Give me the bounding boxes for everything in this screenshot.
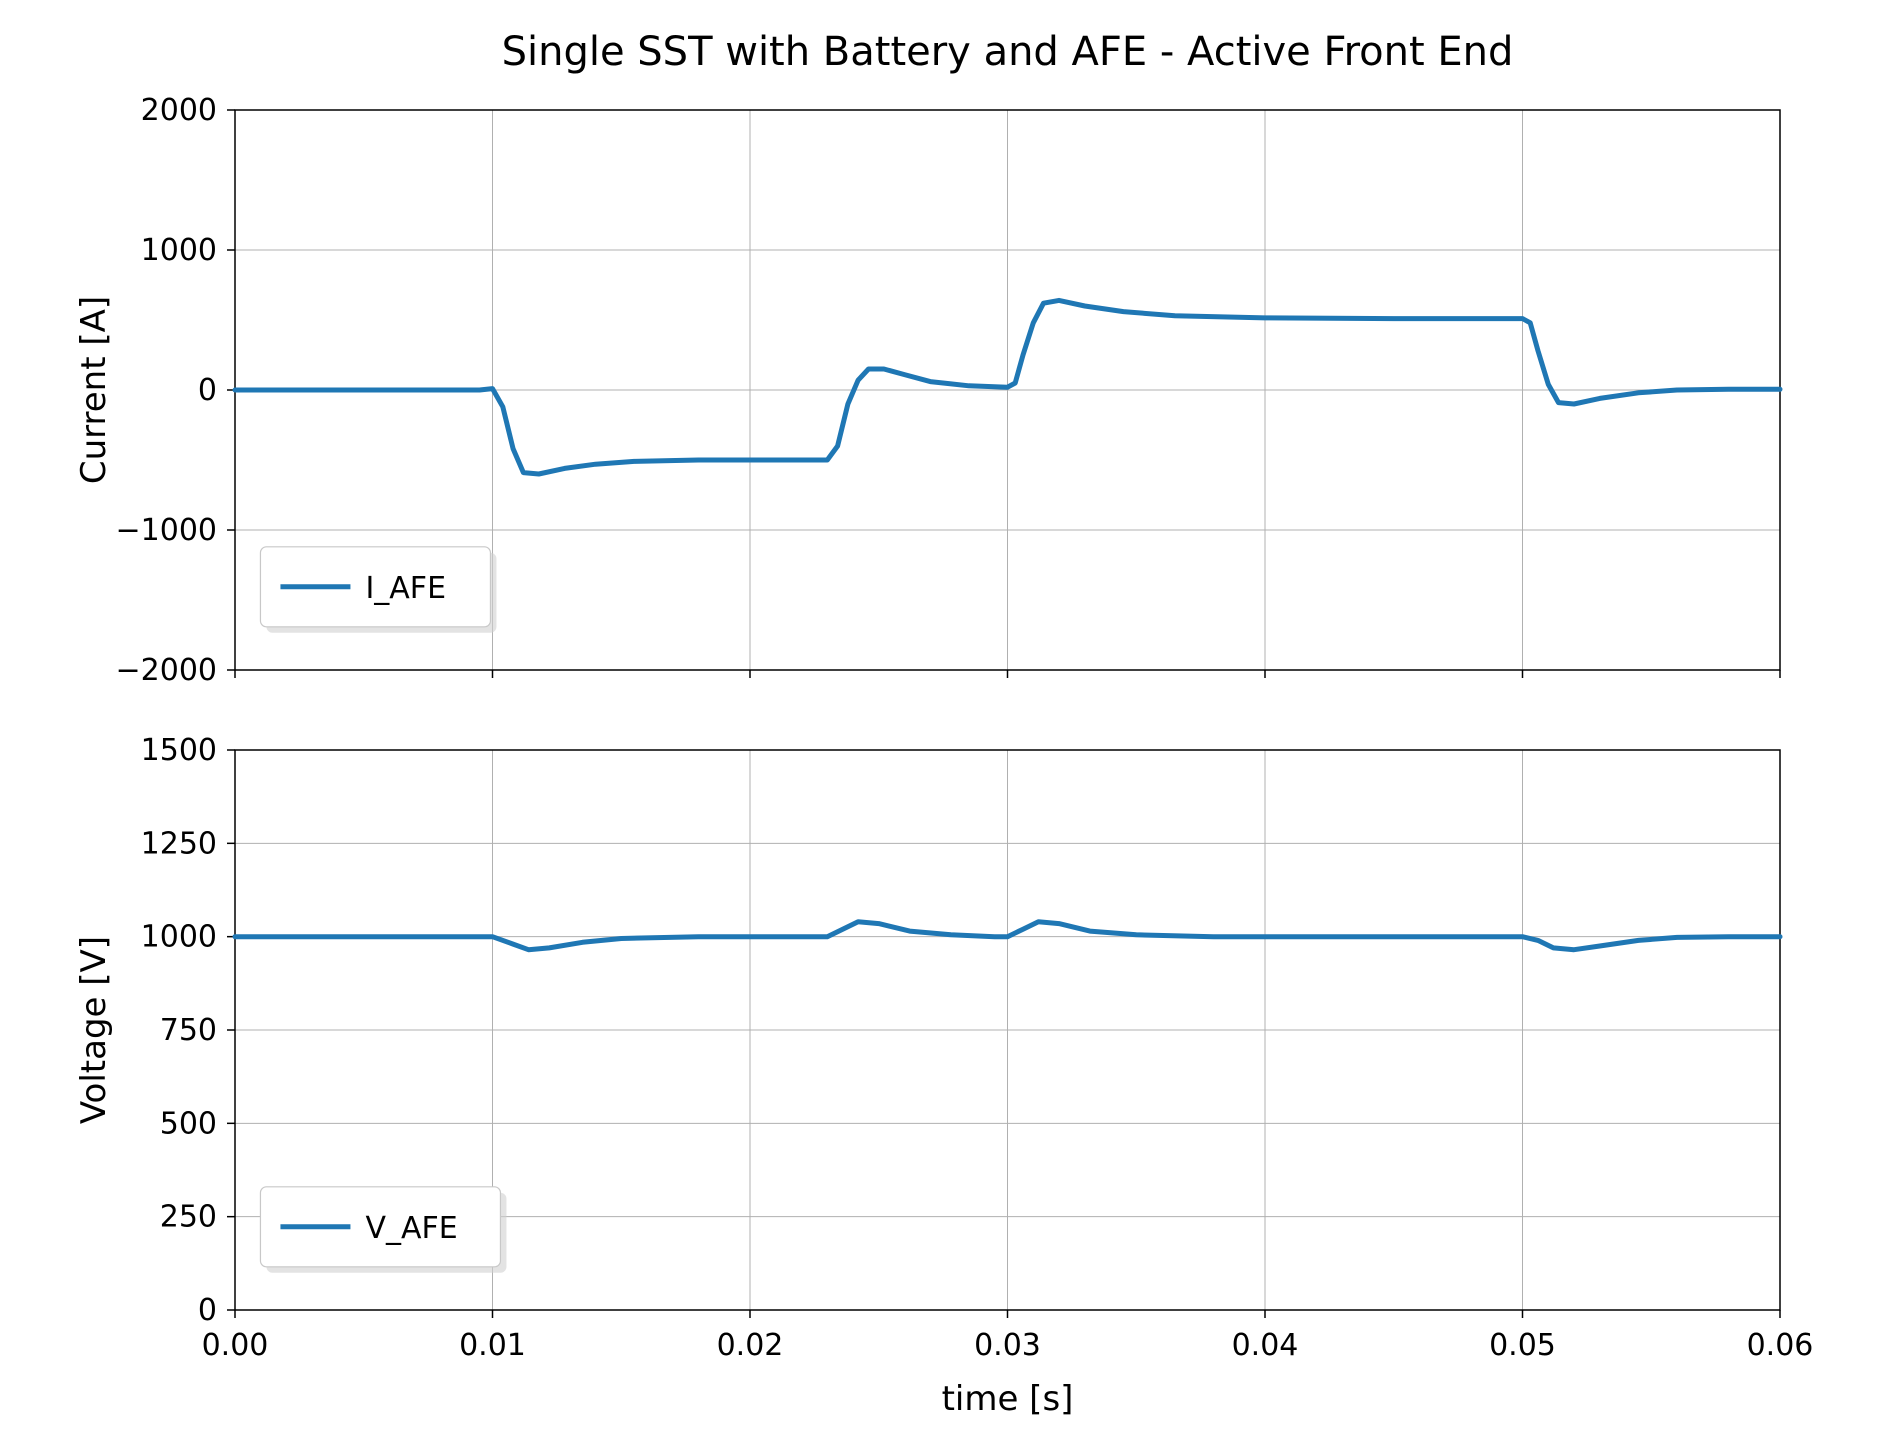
y-tick-label: 250: [160, 1200, 217, 1235]
legend-label: V_AFE: [365, 1211, 457, 1246]
y-tick-label: 1000: [141, 233, 217, 268]
y-tick-label: 1250: [141, 826, 217, 861]
x-tick-label: 0.03: [974, 1328, 1041, 1363]
x-tick-label: 0.05: [1489, 1328, 1556, 1363]
y-tick-label: 750: [160, 1013, 217, 1048]
y-axis-label: Voltage [V]: [74, 936, 114, 1124]
y-tick-label: 0: [198, 373, 217, 408]
y-tick-label: 500: [160, 1106, 217, 1141]
y-tick-label: 2000: [141, 93, 217, 128]
y-axis-label: Current [A]: [74, 296, 114, 484]
y-tick-label: −2000: [116, 653, 217, 688]
x-axis-label: time [s]: [942, 1379, 1074, 1419]
x-tick-label: 0.06: [1747, 1328, 1814, 1363]
figure-svg: Single SST with Battery and AFE - Active…: [0, 0, 1901, 1433]
x-tick-label: 0.04: [1232, 1328, 1299, 1363]
x-tick-label: 0.00: [202, 1328, 269, 1363]
y-tick-label: −1000: [116, 513, 217, 548]
legend-label: I_AFE: [365, 571, 446, 606]
y-tick-label: 1500: [141, 733, 217, 768]
chart-current: −2000 −1000 0 1000 2000 Current [A] I_AFE: [74, 93, 1780, 688]
x-tick-label: 0.02: [717, 1328, 784, 1363]
y-tick-label: 1000: [141, 920, 217, 955]
chart-voltage: 0.00 0.01 0.02 0.03 0.04 0.05 0.06 0 250 500 750 10…: [74, 733, 1813, 1363]
figure-title: Single SST with Battery and AFE - Active…: [502, 29, 1514, 75]
x-tick-label: 0.01: [459, 1328, 526, 1363]
y-tick-label: 0: [198, 1293, 217, 1328]
